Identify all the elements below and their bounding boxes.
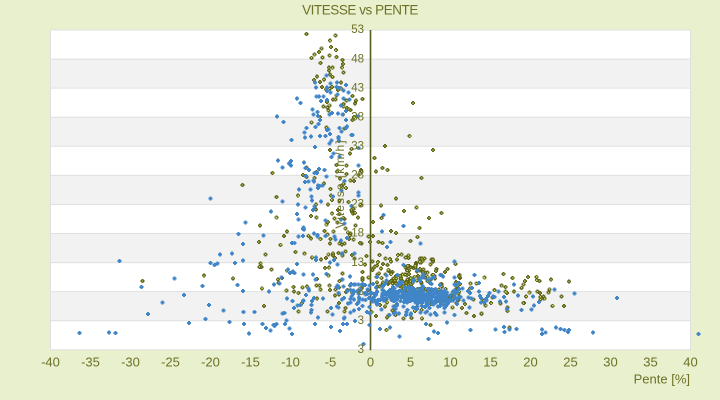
svg-text:5: 5 xyxy=(407,355,414,370)
svg-text:Vitesse [km/h]: Vitesse [km/h] xyxy=(333,139,347,228)
svg-text:13: 13 xyxy=(351,257,364,269)
svg-text:-10: -10 xyxy=(281,355,300,370)
svg-text:3: 3 xyxy=(358,344,364,356)
svg-text:18: 18 xyxy=(351,228,364,240)
svg-text:43: 43 xyxy=(351,82,364,94)
svg-text:3: 3 xyxy=(358,315,364,327)
svg-text:8: 8 xyxy=(358,286,364,298)
svg-text:-35: -35 xyxy=(81,355,100,370)
svg-text:-30: -30 xyxy=(121,355,140,370)
svg-text:-5: -5 xyxy=(325,355,337,370)
svg-text:23: 23 xyxy=(351,199,364,211)
svg-text:25: 25 xyxy=(563,355,577,370)
svg-text:15: 15 xyxy=(483,355,497,370)
svg-text:-40: -40 xyxy=(41,355,60,370)
svg-text:-20: -20 xyxy=(201,355,220,370)
svg-text:28: 28 xyxy=(351,170,364,182)
svg-text:40: 40 xyxy=(683,355,697,370)
svg-text:53: 53 xyxy=(351,24,364,36)
svg-text:VITESSE vs PENTE: VITESSE vs PENTE xyxy=(302,3,418,18)
svg-text:38: 38 xyxy=(351,111,364,123)
svg-text:48: 48 xyxy=(351,53,364,65)
svg-text:35: 35 xyxy=(643,355,657,370)
svg-text:33: 33 xyxy=(351,141,364,153)
svg-text:-25: -25 xyxy=(161,355,180,370)
svg-text:20: 20 xyxy=(523,355,537,370)
svg-text:Pente [%]: Pente [%] xyxy=(634,372,690,387)
svg-text:10: 10 xyxy=(443,355,457,370)
svg-text:30: 30 xyxy=(603,355,617,370)
svg-text:0: 0 xyxy=(367,355,374,370)
svg-text:-15: -15 xyxy=(241,355,260,370)
